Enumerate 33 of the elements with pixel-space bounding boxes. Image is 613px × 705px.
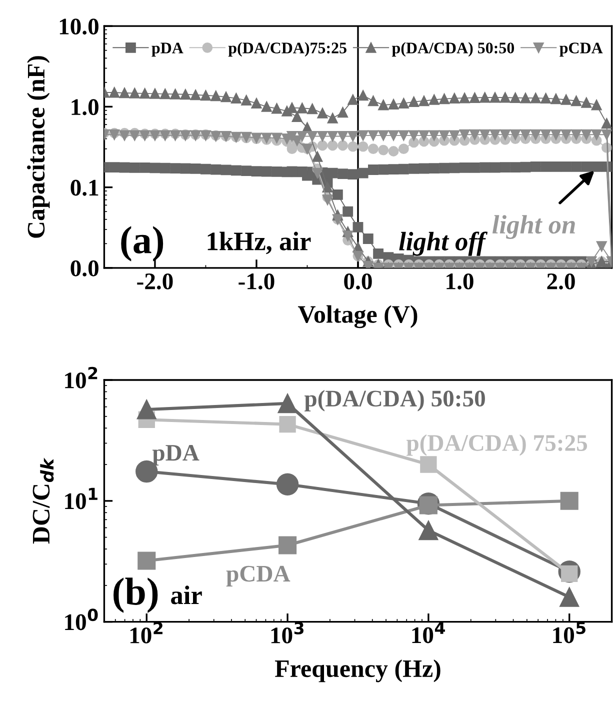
- x-tick-label: 2.0: [547, 273, 575, 290]
- x-axis-title: Frequency (Hz): [274, 660, 440, 682]
- y-tick-label: 10$^{0}$: [65, 608, 98, 630]
- y-tick-label: 10$^{1}$: [65, 488, 98, 510]
- y-tick-label: 0.0: [70, 260, 98, 276]
- y-tick-label: 10$^{2}$: [65, 366, 98, 388]
- y-tick-label: 0.1: [70, 180, 98, 196]
- x-tick-label: 10$^{4}$: [412, 622, 445, 644]
- x-tick-label: 10$^{2}$: [130, 622, 162, 644]
- annotation: (b): [114, 578, 158, 613]
- x-tick-label: 0.0: [344, 273, 372, 290]
- annotation: (a): [121, 226, 164, 262]
- series-label: p(DA/CDA) 50:50: [304, 390, 485, 412]
- x-tick-label: -1.0: [238, 273, 274, 290]
- annotation: 1kHz, air: [208, 232, 311, 254]
- series-label: pDA: [152, 444, 200, 466]
- legend-label: p(DA/CDA) 50:50: [392, 42, 514, 57]
- x-tick-label: 1.0: [446, 273, 474, 290]
- x-tick-label: 10$^{3}$: [271, 622, 304, 644]
- annotation: light on: [492, 215, 575, 240]
- x-tick-label: -2.0: [137, 273, 173, 290]
- y-tick-label: 1.0: [72, 99, 98, 116]
- x-axis-title: Voltage (V): [298, 305, 418, 328]
- y-axis-title: DC/C$_{dk}$: [32, 458, 54, 544]
- legend-label: p(DA/CDA)75:25: [228, 42, 346, 57]
- y-axis-title: Capacitance (nF): [27, 56, 50, 238]
- y-tick-label: 10.0: [60, 18, 98, 35]
- annotation: air: [171, 586, 202, 604]
- legend-label: pDA: [152, 42, 184, 57]
- series-label: pCDA: [226, 566, 290, 586]
- legend-label: pCDA: [560, 42, 603, 57]
- annotation: light off: [399, 232, 488, 256]
- series-label: p(DA/CDA) 75:25: [406, 434, 588, 456]
